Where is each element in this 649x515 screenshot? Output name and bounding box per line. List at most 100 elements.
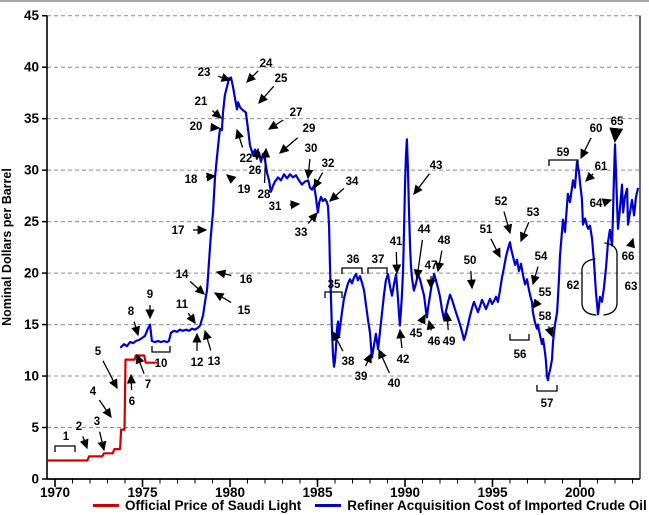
annotation-34: 34	[329, 176, 359, 202]
annotation-50: 50	[464, 255, 476, 290]
annotation-number: 28	[258, 189, 271, 201]
annotation-9: 9	[145, 289, 155, 320]
annotation-23: 23	[198, 67, 232, 82]
annotation-15: 15	[213, 292, 251, 317]
annotation-63: 63	[603, 242, 638, 316]
y-tick-label: 20	[24, 266, 39, 281]
annotation-number: 58	[539, 311, 552, 323]
annotation-number: 37	[372, 254, 385, 266]
annotation-number: 16	[240, 274, 253, 286]
y-tick-label: 5	[31, 420, 39, 435]
legend-label-saudi-light: Official Price of Saudi Light	[125, 498, 302, 513]
x-tick-label: 1990	[390, 485, 420, 500]
annotation-number: 20	[190, 121, 203, 133]
annotation-51: 51	[480, 224, 501, 259]
x-tick-label: 1985	[302, 485, 333, 500]
annotation-30: 30	[304, 143, 317, 180]
annotation-number: 65	[611, 116, 624, 128]
annotation-number: 25	[275, 73, 288, 85]
series-refiner-cost	[119, 76, 639, 382]
annotation-number: 7	[145, 379, 151, 391]
annotation-14: 14	[176, 269, 205, 295]
annotation-66: 66	[622, 237, 635, 263]
annotation-number: 9	[147, 289, 153, 301]
x-tick-label: 2000	[565, 485, 595, 500]
annotation-49: 49	[443, 311, 456, 348]
annotation-7: 7	[135, 353, 151, 391]
annotation-59: 59	[548, 147, 579, 166]
annotation-38: 38	[332, 330, 355, 368]
annotation-number: 43	[430, 160, 443, 172]
annotation-8: 8	[128, 306, 141, 337]
annotation-number: 14	[176, 269, 189, 281]
x-tick-label: 1980	[215, 485, 245, 500]
annotation-6: 6	[126, 373, 136, 408]
annotation-44: 44	[413, 224, 431, 280]
annotation-number: 12	[191, 357, 204, 369]
annotation-52: 52	[495, 196, 513, 235]
annotation-number: 51	[480, 224, 493, 236]
annotation-number: 49	[443, 336, 456, 348]
y-tick-label: 0	[31, 472, 39, 487]
annotation-42: 42	[396, 328, 409, 366]
annotation-number: 22	[240, 153, 253, 165]
annotation-46: 46	[426, 319, 440, 348]
annotation-number: 10	[155, 358, 168, 370]
annotation-56: 56	[509, 334, 530, 361]
annotation-number: 29	[303, 123, 316, 135]
annotation-number: 33	[295, 227, 308, 239]
annotation-53: 53	[520, 207, 539, 243]
y-tick-label: 25	[24, 214, 40, 229]
annotation-number: 63	[625, 281, 638, 293]
annotation-number: 13	[208, 356, 221, 368]
annotation-48: 48	[435, 235, 451, 273]
annotation-1: 1	[54, 431, 76, 452]
annotation-number: 32	[322, 158, 335, 170]
annotation-19: 19	[226, 174, 250, 196]
annotation-number: 11	[176, 299, 189, 311]
annotation-number: 27	[290, 107, 303, 119]
legend-label-refiner-cost: Refiner Acquisition Cost of Imported Cru…	[347, 498, 647, 513]
annotation-32: 32	[313, 158, 335, 190]
annotation-10: 10	[151, 346, 171, 370]
annotation-47: 47	[425, 260, 437, 290]
annotation-number: 64	[590, 198, 603, 210]
annotation-12: 12	[191, 332, 204, 369]
annotation-number: 2	[76, 421, 82, 433]
annotation-16: 16	[215, 269, 253, 286]
annotation-39: 39	[355, 352, 372, 383]
annotation-21: 21	[195, 96, 222, 119]
annotation-25: 25	[258, 73, 288, 104]
annotation-31: 31	[269, 200, 301, 213]
annotation-number: 17	[172, 225, 185, 237]
annotation-37: 37	[367, 254, 388, 274]
annotation-number: 39	[355, 371, 368, 383]
annotation-5: 5	[95, 346, 118, 390]
annotation-number: 24	[260, 58, 273, 70]
annotation-2: 2	[76, 421, 89, 450]
annotation-number: 18	[185, 174, 198, 186]
annotation-number: 3	[94, 416, 100, 428]
annotation-number: 48	[438, 235, 451, 247]
y-tick-label: 35	[24, 111, 40, 126]
series-saudi-light	[46, 354, 158, 462]
annotation-number: 5	[95, 346, 102, 358]
y-tick-label: 30	[24, 163, 39, 178]
annotation-number: 23	[198, 67, 211, 79]
annotation-number: 36	[347, 254, 360, 266]
annotation-number: 54	[535, 251, 548, 263]
annotation-28: 28	[258, 147, 271, 201]
annotation-number: 45	[410, 328, 423, 340]
annotation-41: 41	[390, 236, 403, 275]
annotation-11: 11	[176, 299, 196, 325]
annotation-number: 55	[539, 287, 552, 299]
annotation-number: 62	[567, 280, 580, 292]
annotation-number: 61	[595, 161, 608, 173]
annotation-3: 3	[94, 416, 107, 452]
annotation-number: 40	[388, 378, 401, 390]
annotation-number: 52	[495, 196, 508, 208]
annotation-13: 13	[203, 329, 221, 368]
